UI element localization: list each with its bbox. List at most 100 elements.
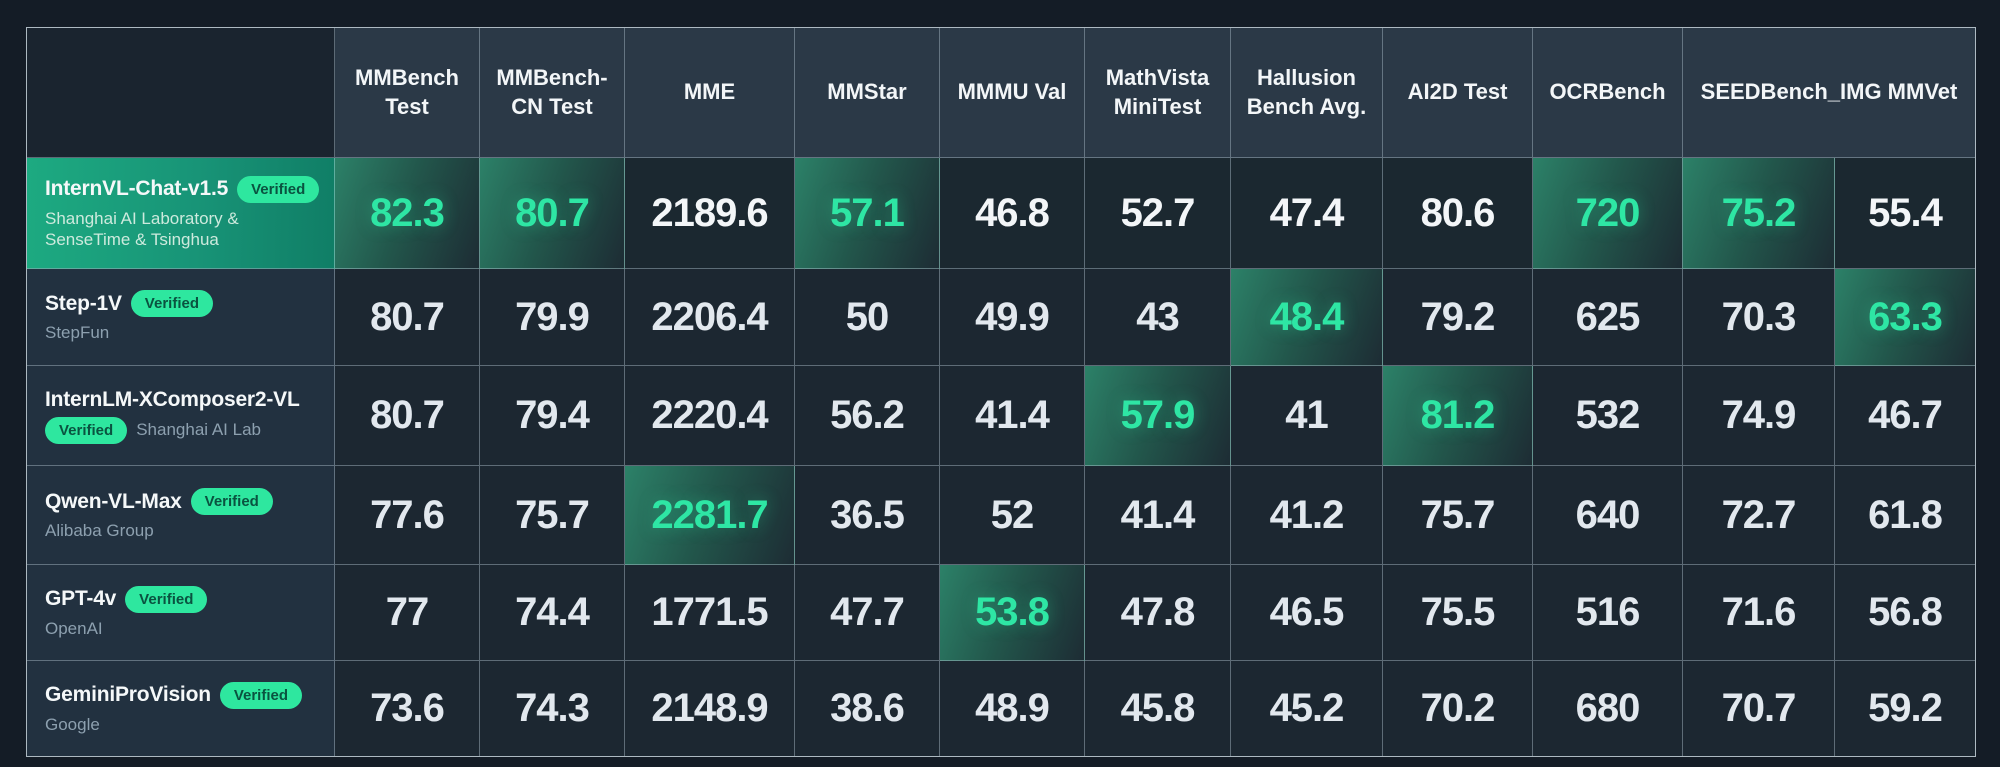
column-header-mme: MME (625, 28, 795, 158)
model-name: GPT-4v (45, 587, 117, 611)
score-cell: 640 (1533, 466, 1683, 565)
score-cell: 80.6 (1383, 158, 1533, 269)
score-cell: 720 (1533, 158, 1683, 269)
verified-badge: Verified (130, 290, 213, 318)
score-cell: 46.8 (940, 158, 1085, 269)
score-cell: 41.4 (1085, 466, 1231, 565)
score-cell: 57.9 (1085, 366, 1231, 466)
model-organization: Shanghai AI Laboratory & SenseTime & Tsi… (45, 208, 239, 249)
score-cell: 56.2 (795, 366, 940, 466)
score-cell: 75.5 (1383, 565, 1533, 661)
score-cell: 75.2 (1683, 158, 1835, 269)
score-cell: 46.5 (1231, 565, 1383, 661)
score-cell: 77.6 (335, 466, 480, 565)
score-cell: 74.4 (480, 565, 625, 661)
score-cell: 82.3 (335, 158, 480, 269)
verified-badge: Verified (219, 681, 303, 709)
score-cell: 61.8 (1835, 466, 1975, 565)
model-name: InternLM-XComposer2-VL (45, 387, 300, 411)
score-cell: 1771.5 (625, 565, 795, 661)
model-name-line: GeminiProVision Verified (45, 681, 320, 709)
score-cell: 79.4 (480, 366, 625, 466)
column-header-mmmu-val: MMMU Val (940, 28, 1085, 158)
score-cell: 47.8 (1085, 565, 1231, 661)
score-cell: 48.9 (940, 661, 1085, 756)
model-org-line: OpenAI (45, 618, 320, 639)
score-cell: 74.9 (1683, 366, 1835, 466)
column-header-ocrbench: OCRBench (1533, 28, 1683, 158)
model-organization: StepFun (45, 323, 110, 343)
model-cell-gpt-4v: GPT-4v Verified OpenAI (27, 565, 335, 661)
score-cell: 71.6 (1683, 565, 1835, 661)
score-cell: 52.7 (1085, 158, 1231, 269)
model-name-line: Qwen-VL-Max Verified (45, 488, 320, 516)
column-header-ai2d-test: AI2D Test (1383, 28, 1533, 158)
model-org-line: Verified Shanghai AI Lab (45, 416, 320, 444)
score-cell: 79.2 (1383, 269, 1533, 366)
model-name: InternVL-Chat-v1.5 (45, 177, 229, 201)
score-cell: 80.7 (335, 269, 480, 366)
score-cell: 38.6 (795, 661, 940, 756)
score-cell: 2189.6 (625, 158, 795, 269)
score-cell: 74.3 (480, 661, 625, 756)
verified-badge: Verified (190, 488, 273, 516)
score-cell: 41 (1231, 366, 1383, 466)
score-cell: 79.9 (480, 269, 625, 366)
score-cell: 49.9 (940, 269, 1085, 366)
verified-badge: Verified (45, 416, 128, 444)
score-cell: 59.2 (1835, 661, 1975, 756)
score-cell: 516 (1533, 565, 1683, 661)
score-cell: 41.4 (940, 366, 1085, 466)
model-cell-qwen-vl-max: Qwen-VL-Max Verified Alibaba Group (27, 466, 335, 565)
model-cell-step-1v: Step-1V Verified StepFun (27, 269, 335, 366)
model-org-line: StepFun (45, 322, 320, 343)
score-cell: 70.3 (1683, 269, 1835, 366)
model-cell-internlm-xcomposer2-vl: InternLM-XComposer2-VL Verified Shanghai A… (27, 366, 335, 466)
score-cell: 2206.4 (625, 269, 795, 366)
column-header-mmbench-cn-test: MMBench-CN Test (480, 28, 625, 158)
score-cell: 80.7 (335, 366, 480, 466)
score-cell: 47.7 (795, 565, 940, 661)
score-cell: 77 (335, 565, 480, 661)
score-cell: 43 (1085, 269, 1231, 366)
score-cell: 48.4 (1231, 269, 1383, 366)
score-cell: 57.1 (795, 158, 940, 269)
table-corner-cell (27, 28, 335, 158)
model-cell-geminiprovision: GeminiProVision Verified Google (27, 661, 335, 756)
score-cell: 75.7 (480, 466, 625, 565)
verified-badge: Verified (237, 175, 320, 203)
model-cell-internvl-chat-v1-5: InternVL-Chat-v1.5 Verified Shanghai AI La… (27, 158, 335, 269)
model-name: Step-1V (45, 291, 122, 315)
score-cell: 532 (1533, 366, 1683, 466)
score-cell: 80.7 (480, 158, 625, 269)
model-name: GeminiProVision (45, 683, 211, 707)
column-header-hallusion-bench-avg: Hallusion Bench Avg. (1231, 28, 1383, 158)
score-cell: 41.2 (1231, 466, 1383, 565)
model-name: Qwen-VL-Max (45, 489, 182, 513)
model-organization: Google (45, 714, 100, 734)
score-cell: 47.4 (1231, 158, 1383, 269)
model-organization: OpenAI (45, 618, 103, 638)
score-cell: 2220.4 (625, 366, 795, 466)
score-cell: 45.8 (1085, 661, 1231, 756)
column-header-seedbench-img-mmvet: SEEDBench_IMG MMVet (1683, 28, 1975, 158)
score-cell: 50 (795, 269, 940, 366)
model-name-line: InternLM-XComposer2-VL (45, 388, 320, 412)
model-org-line: Shanghai AI Laboratory & SenseTime & Tsi… (45, 208, 320, 251)
score-cell: 55.4 (1835, 158, 1975, 269)
score-cell: 72.7 (1683, 466, 1835, 565)
model-name-line: InternVL-Chat-v1.5 Verified (45, 175, 320, 203)
column-header-mmstar: MMStar (795, 28, 940, 158)
score-cell: 81.2 (1383, 366, 1533, 466)
column-header-mmbench-test: MMBench Test (335, 28, 480, 158)
score-cell: 46.7 (1835, 366, 1975, 466)
model-organization: Shanghai AI Lab (136, 420, 261, 440)
score-cell: 75.7 (1383, 466, 1533, 565)
model-org-line: Google (45, 714, 320, 735)
score-cell: 45.2 (1231, 661, 1383, 756)
model-name-line: GPT-4v Verified (45, 585, 320, 613)
score-cell: 70.2 (1383, 661, 1533, 756)
score-cell: 53.8 (940, 565, 1085, 661)
score-cell: 680 (1533, 661, 1683, 756)
